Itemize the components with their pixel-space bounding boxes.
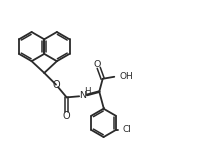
Text: O: O (63, 111, 70, 121)
Text: OH: OH (119, 72, 133, 81)
Text: O: O (94, 60, 101, 69)
Text: Cl: Cl (122, 125, 131, 135)
Text: N: N (79, 91, 85, 100)
Text: H: H (84, 87, 90, 96)
Text: O: O (52, 80, 60, 90)
